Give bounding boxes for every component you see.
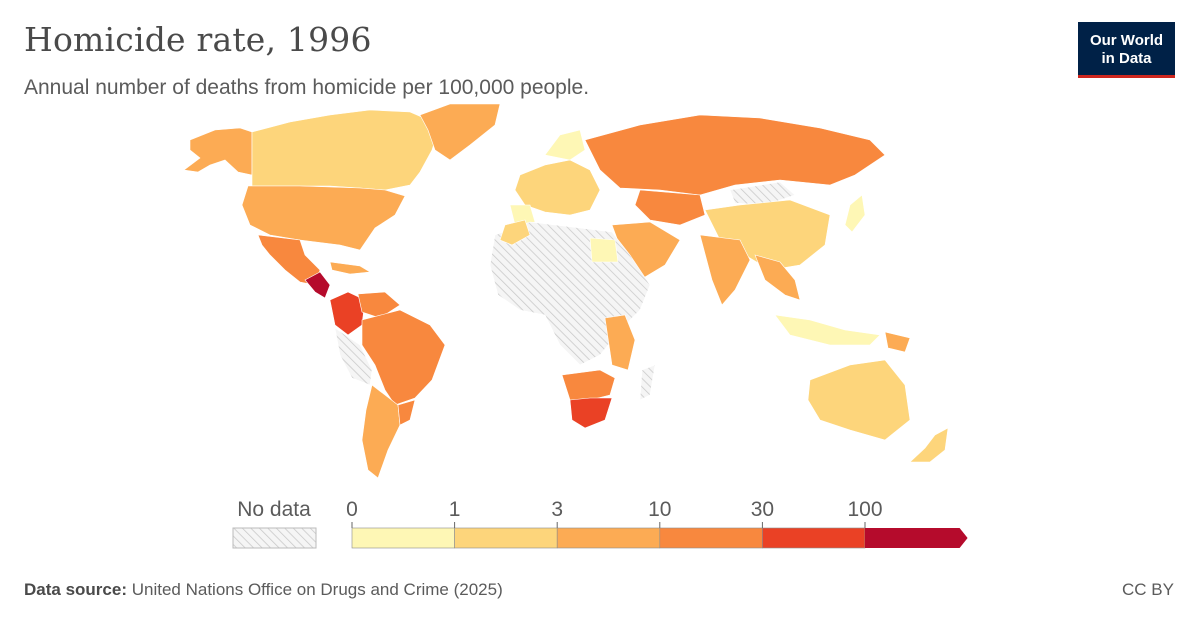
country-png[interactable] (884, 331, 911, 353)
chart-subtitle: Annual number of deaths from homicide pe… (24, 76, 590, 99)
country-egypt[interactable] (589, 237, 619, 263)
country-central-asia[interactable] (634, 189, 706, 226)
country-brazil[interactable] (361, 309, 446, 406)
legend-ticks: 0 1 3 10 30 100 (346, 498, 883, 528)
legend-bin-2[interactable] (454, 527, 558, 549)
legend-bin-1[interactable] (351, 527, 455, 549)
logo-line-1: Our World (1089, 32, 1164, 49)
data-source-text[interactable]: United Nations Office on Drugs and Crime… (131, 580, 503, 599)
country-russia[interactable] (584, 114, 886, 196)
country-uruguay[interactable] (397, 399, 416, 426)
country-south-africa[interactable] (569, 397, 613, 429)
country-new-zealand[interactable] (909, 427, 949, 463)
legend-bins (351, 527, 968, 549)
country-east-africa[interactable] (604, 314, 636, 371)
country-usa[interactable] (241, 185, 406, 251)
data-source: Data source: United Nations Office on Dr… (24, 580, 503, 600)
country-central-america[interactable] (304, 271, 331, 299)
country-peru-region[interactable] (334, 327, 373, 386)
country-mexico[interactable] (257, 234, 321, 286)
legend-tick-label: 1 (449, 498, 461, 521)
country-morocco[interactable] (499, 219, 531, 246)
logo-line-2: in Data (1101, 50, 1152, 67)
country-iberia[interactable] (509, 204, 536, 226)
country-caribbean[interactable] (329, 261, 371, 275)
legend-bin-5[interactable] (762, 527, 866, 549)
chart-title: Homicide rate, 1996 (24, 20, 372, 59)
country-scandinavia[interactable] (544, 129, 586, 161)
world-map[interactable] (0, 100, 1200, 480)
country-canada[interactable] (251, 109, 441, 191)
country-india[interactable] (699, 234, 751, 306)
country-alaska[interactable] (183, 127, 253, 176)
country-europe[interactable] (514, 159, 601, 216)
data-source-label: Data source: (24, 580, 127, 599)
legend-no-data-swatch (232, 527, 317, 549)
country-greenland[interactable] (419, 103, 501, 161)
legend-tick-label: 10 (648, 498, 671, 521)
legend-bin-4[interactable] (659, 527, 763, 549)
license-link[interactable]: CC BY (1122, 580, 1174, 599)
legend-bin-3[interactable] (556, 527, 661, 549)
legend-tick-label: 3 (551, 498, 563, 521)
legend-tick-label: 30 (751, 498, 774, 521)
country-madagascar[interactable] (639, 364, 656, 401)
country-mongolia[interactable] (729, 181, 796, 206)
country-australia[interactable] (807, 359, 911, 441)
legend: No data 0 1 3 10 30 100 (232, 498, 968, 549)
legend-no-data-label: No data (237, 498, 311, 521)
country-southern-africa[interactable] (561, 369, 616, 401)
legend-tick-label: 100 (847, 498, 882, 521)
country-southeast-asia[interactable] (754, 254, 801, 301)
country-indonesia[interactable] (774, 314, 881, 346)
country-japan[interactable] (844, 194, 866, 233)
country-venezuela[interactable] (357, 291, 401, 319)
owid-logo[interactable]: Our World in Data (1078, 22, 1175, 78)
legend-tick-label: 0 (346, 498, 358, 521)
legend-bin-6[interactable] (865, 528, 968, 548)
